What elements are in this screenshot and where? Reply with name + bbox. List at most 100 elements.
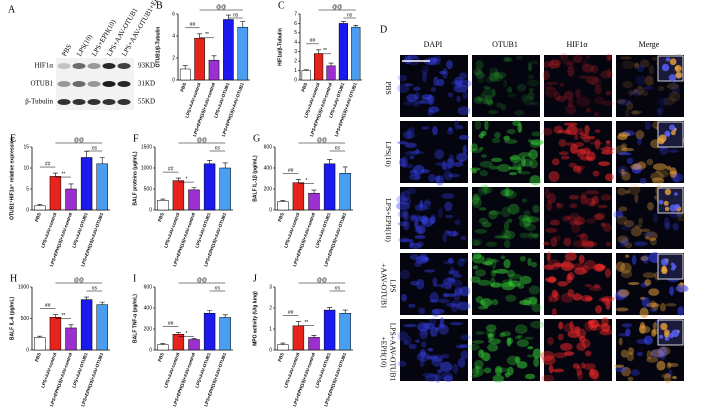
tissue-blob (519, 218, 532, 228)
x-tick-label: PBS (157, 212, 165, 222)
tissue-blob (447, 92, 454, 98)
y-tick-label: 0 (269, 207, 272, 213)
tissue-blob (478, 217, 489, 225)
tissue-blob (521, 94, 528, 102)
error-bar (328, 62, 334, 66)
tissue-blob (540, 350, 555, 361)
tissue-blob (568, 220, 583, 226)
tissue-blob (413, 86, 421, 91)
tissue-blob (507, 203, 520, 215)
tissue-blob (532, 348, 542, 359)
tissue-blob (579, 335, 586, 343)
y-tick-label: 0 (269, 347, 272, 353)
tissue-blob (658, 169, 669, 178)
tissue-blob (475, 365, 480, 376)
tissue-blob (446, 60, 453, 70)
tissue-blob (657, 346, 671, 356)
bar (237, 26, 249, 81)
tissue-blob (475, 60, 484, 71)
tissue-blob (442, 232, 447, 243)
tissue-blob (401, 190, 411, 201)
bar (219, 317, 231, 351)
blot-band (72, 99, 86, 105)
tissue-blob (443, 375, 453, 382)
significance-mark: @@ (74, 137, 84, 143)
micrograph-bg (472, 187, 540, 249)
tissue-blob (620, 349, 629, 358)
tissue-blob (508, 166, 522, 170)
tissue-blob (527, 257, 532, 267)
panel-label: C (278, 0, 285, 11)
tissue-blob (657, 97, 670, 107)
size-label: 31KD (138, 80, 155, 88)
tissue-blob (635, 75, 647, 86)
tissue-blob (416, 352, 430, 362)
error-bar (342, 309, 348, 314)
tissue-blob (634, 224, 642, 228)
tissue-blob (551, 308, 557, 317)
tissue-blob (488, 109, 499, 115)
tissue-blob (480, 130, 487, 136)
tissue-blob (567, 66, 575, 77)
y-tick-label: 1 (269, 326, 272, 332)
tissue-blob (546, 81, 559, 86)
scale-bar-label: 100 μm (404, 66, 427, 73)
tissue-blob (408, 242, 422, 249)
tissue-blob (503, 135, 511, 141)
tissue-blob (563, 351, 575, 356)
x-tick-label: PBS (34, 352, 42, 362)
bar (338, 23, 348, 81)
tissue-blob (482, 261, 493, 266)
tissue-blob (621, 323, 633, 328)
tissue-blob (559, 52, 569, 62)
tissue-blob (583, 363, 596, 370)
tissue-blob (630, 226, 643, 237)
y-tick-label: 400 (264, 165, 273, 171)
tissue-blob (431, 308, 440, 318)
tissue-blob (549, 219, 560, 226)
tissue-blob (458, 286, 471, 297)
tissue-blob (397, 210, 408, 218)
tissue-blob (514, 356, 521, 364)
tissue-blob (556, 202, 564, 209)
tissue-blob (504, 221, 510, 232)
y-tick-label: 6 (172, 11, 175, 17)
tissue-blob (620, 269, 633, 279)
error-bar (191, 187, 197, 190)
error-bar (84, 296, 90, 300)
tissue-blob (447, 230, 459, 237)
tissue-blob (485, 94, 493, 106)
tissue-blob (527, 346, 534, 350)
tissue-blob (672, 375, 677, 380)
tissue-blob (487, 332, 495, 341)
tissue-blob (428, 173, 436, 183)
tissue-blob (458, 344, 469, 348)
tissue-blob (470, 143, 478, 152)
tissue-blob (563, 264, 575, 269)
tissue-blob (500, 255, 506, 260)
micrograph (614, 252, 689, 319)
tissue-blob (659, 349, 667, 361)
significance-mark: ## (45, 161, 51, 167)
tissue-blob (415, 148, 420, 154)
tissue-blob (661, 373, 671, 379)
tissue-blob (526, 79, 540, 87)
error-bar (207, 310, 213, 314)
bar (308, 337, 320, 351)
tissue-blob (507, 218, 513, 224)
error-bar (353, 25, 359, 28)
tissue-blob (437, 369, 443, 374)
tissue-blob (638, 217, 643, 226)
tissue-blob (485, 329, 496, 337)
tissue-blob (488, 165, 499, 170)
blot-band (72, 81, 86, 87)
tissue-blob (620, 238, 630, 246)
tissue-blob (491, 299, 499, 306)
tissue-blob (421, 126, 430, 130)
tissue-blob (448, 154, 455, 166)
tissue-blob (600, 323, 611, 332)
tissue-blob (548, 171, 560, 182)
tissue-blob (585, 151, 596, 162)
tissue-blob (644, 279, 652, 286)
